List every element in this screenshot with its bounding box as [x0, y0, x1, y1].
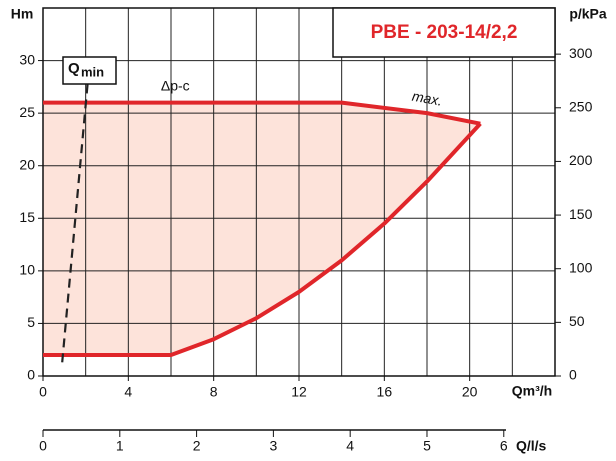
y2-axis-label: p/kPa: [569, 6, 607, 22]
chart-title: PBE - 203-14/2,2: [371, 22, 518, 43]
y-tick-label: 10: [19, 262, 35, 278]
title-box: [332, 7, 556, 58]
x2-tick-label: 3: [269, 438, 277, 454]
x-tick-label: 8: [210, 384, 218, 400]
y2-tick-label: 100: [569, 259, 593, 275]
qmin-sub: min: [81, 64, 104, 79]
qmin-line: [61, 81, 89, 363]
qmin-box: [62, 56, 117, 85]
series-label: Δp-c: [161, 78, 190, 94]
y-tick-label: 0: [27, 367, 35, 383]
x-tick-label: 12: [291, 384, 307, 400]
y2-tick-label: 50: [569, 313, 585, 329]
curve: [43, 100, 481, 126]
y-tick-label: 25: [19, 104, 35, 120]
qmin-label: Q: [68, 60, 80, 77]
y2-tick-label: 150: [569, 206, 593, 222]
y2-tick-label: 300: [569, 45, 593, 61]
y-axis-label: Hm: [11, 6, 34, 22]
x-axis-label: Qm³/h: [512, 383, 552, 399]
x2-tick-label: 6: [500, 438, 508, 454]
x2-axis-label: Q/l/s: [516, 438, 547, 454]
curve: [43, 122, 482, 357]
x2-tick-label: 4: [346, 438, 354, 454]
x-tick-label: 16: [377, 384, 393, 400]
x-tick-label: 20: [462, 384, 478, 400]
y2-tick-label: 250: [569, 98, 593, 114]
x2-tick-label: 0: [39, 438, 47, 454]
y-tick-label: 20: [19, 156, 35, 172]
y-tick-label: 15: [19, 209, 35, 225]
x-tick-label: 0: [39, 384, 47, 400]
x-tick-label: 4: [124, 384, 132, 400]
y-tick-label: 5: [27, 314, 35, 330]
y2-tick-label: 200: [569, 152, 593, 168]
under-layer: [43, 8, 555, 377]
x2-tick-label: 1: [116, 438, 124, 454]
annotation: max.: [411, 88, 444, 109]
y2-tick-label: 0: [569, 367, 577, 383]
x2-tick-label: 2: [193, 438, 201, 454]
y-tick-label: 30: [19, 51, 35, 67]
x2-tick-label: 5: [423, 438, 431, 454]
